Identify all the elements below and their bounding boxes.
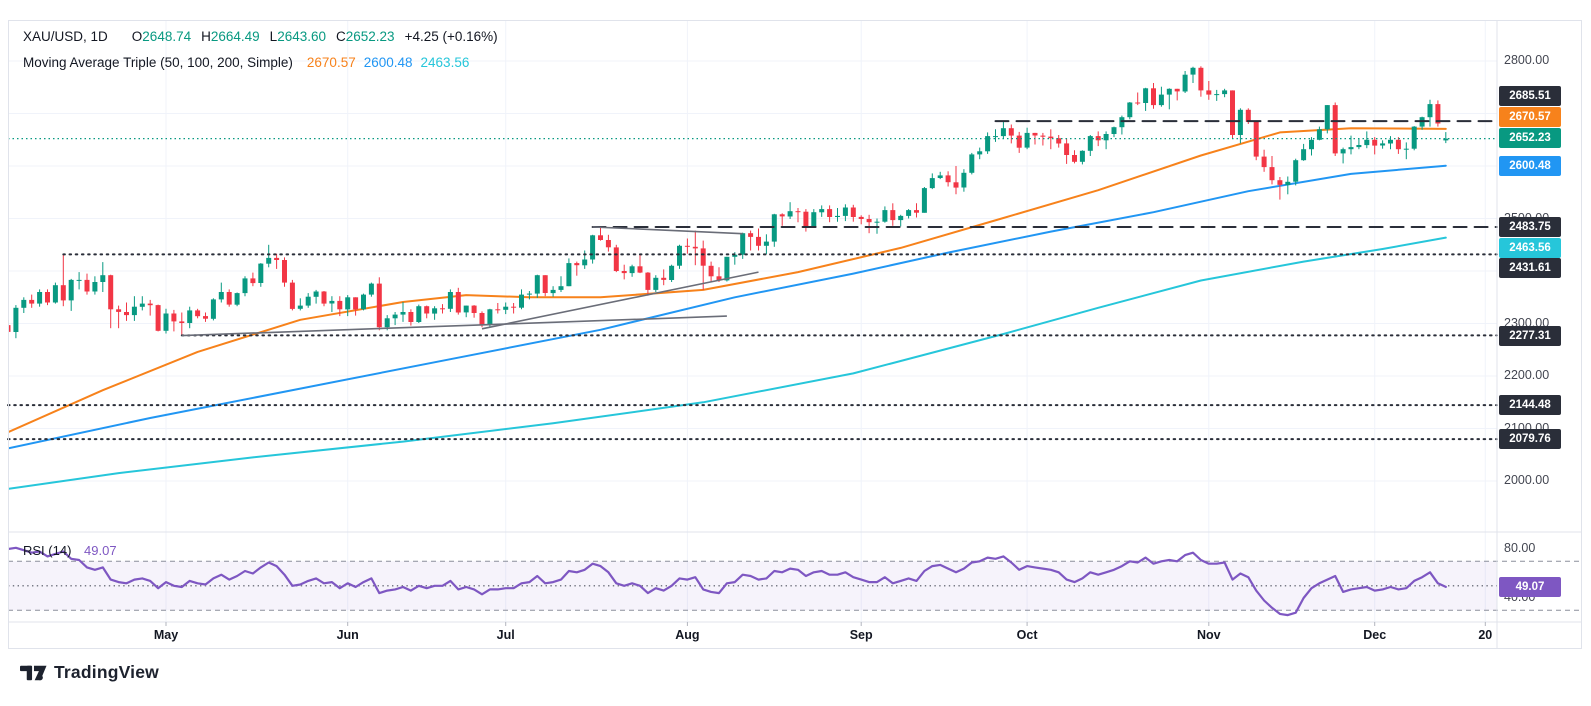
chart-legend: XAU/USD, 1D O 2648.74 H 2664.49 L 2643.60 C… [23,23,498,75]
symbol-legend-row[interactable]: XAU/USD, 1D O 2648.74 H 2664.49 L 2643.60 C… [23,23,498,49]
rsi-band [8,560,1582,611]
chart-canvas[interactable] [8,20,1497,622]
high-value: 2664.49 [210,28,260,44]
tradingview-attribution[interactable]: TradingView [20,662,159,683]
time-axis-label: Dec [1363,628,1387,642]
price-badge: 2144.48 [1499,395,1561,415]
rsi-value: 49.07 [84,543,117,558]
horizontal-level-lines[interactable] [7,120,1498,441]
price-badge: 2277.31 [1499,326,1561,346]
low-label: L [269,28,278,44]
low-value: 2643.60 [277,28,326,44]
rsi-legend-row[interactable]: RSI (14) 49.07 [23,543,117,558]
ma50-value: 2670.57 [306,54,356,70]
rsi-indicator-label: RSI (14) [23,543,72,558]
price-badge: 2670.57 [1499,107,1561,127]
price-badge: 2483.75 [1499,217,1561,237]
pane-separators [8,20,1582,649]
close-label: C [336,28,346,44]
chart-frame [8,20,1582,649]
tradingview-logo-icon [20,665,47,680]
ma100-value: 2600.48 [363,54,413,70]
ma200-value: 2463.56 [420,54,470,70]
ma-200-line [8,236,1447,490]
price-axis-label: 2800.00 [1504,53,1550,67]
change-value: +4.25 (+0.16%) [404,28,498,44]
ma-legend-row[interactable]: Moving Average Triple (50, 100, 200, Sim… [23,49,498,75]
price-axis-label: 2000.00 [1504,473,1550,487]
price-badge: 49.07 [1499,577,1561,597]
high-label: H [201,28,211,44]
time-axis-label: Nov [1196,628,1221,642]
candlesticks [8,66,1449,339]
time-axis[interactable] [8,622,1497,649]
time-axis-label: May [153,628,179,642]
rsi-line [8,546,1447,617]
ma-indicator-label: Moving Average Triple (50, 100, 200, Sim… [23,54,293,70]
price-axis-label: 2200.00 [1504,368,1550,382]
rsi-axis-label: 80.00 [1504,541,1536,555]
close-value: 2652.23 [345,28,395,44]
time-axis-label: Aug [675,628,700,642]
open-label: O [131,28,143,44]
price-badge: 2652.23 [1499,128,1561,148]
trendlines[interactable] [181,226,759,337]
time-axis-label: Oct [1016,628,1038,642]
price-badge: 2079.76 [1499,429,1561,449]
time-axis-label: Jul [496,628,515,642]
time-axis-label: 20 [1478,628,1493,642]
price-badge: 2685.51 [1499,86,1561,106]
symbol-title[interactable]: XAU/USD, 1D [23,28,108,44]
price-badge: 2600.48 [1499,156,1561,176]
grid-lines [8,20,1497,622]
price-badge: 2431.61 [1499,258,1561,278]
price-badge: 2463.56 [1499,238,1561,258]
ma-100-line [8,164,1447,450]
tradingview-brand-text: TradingView [54,662,159,682]
open-value: 2648.74 [142,28,192,44]
time-axis-label: Jun [336,628,359,642]
time-axis-label: Sep [849,628,873,642]
